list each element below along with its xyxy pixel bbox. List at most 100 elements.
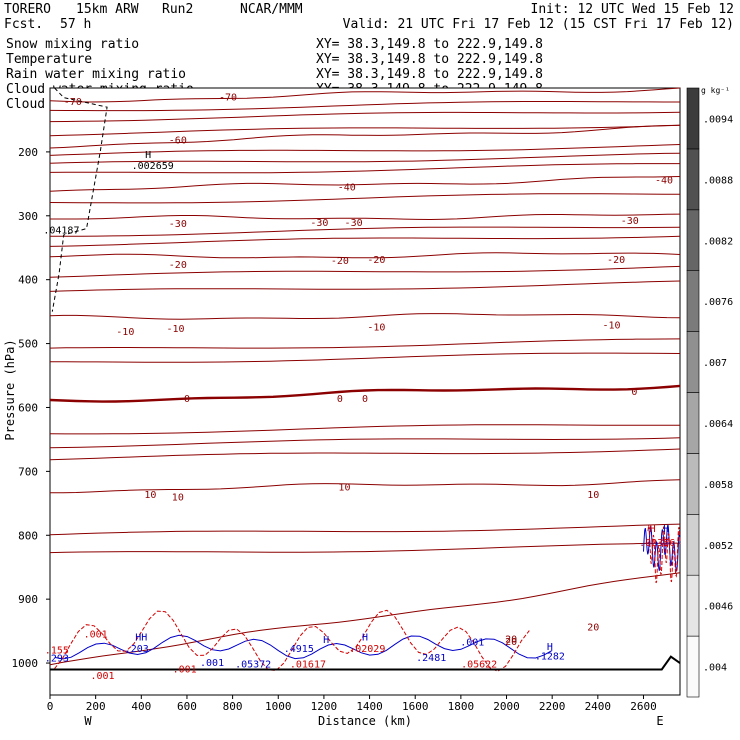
contour-label: 0 [337,394,343,405]
extremum-label: .155 [45,645,69,656]
colorbar-tick-label: .0052 [703,541,733,552]
cloud-water-contour [643,524,681,572]
isotherm-line [49,265,681,278]
y-tick-label: 700 [18,465,38,478]
rain-water-contour [54,609,530,672]
x-tick-label: 1600 [402,700,429,713]
extremum-label: .05372 [235,659,271,670]
y-tick-label: 600 [18,401,38,414]
isotherm-line [49,111,681,123]
field-name: Snow mixing ratio [6,37,139,52]
x-tick-label: 800 [223,700,243,713]
colorbar-tick-label: .007 [703,358,727,369]
snow-contour [51,87,108,312]
model-name: TORERO [4,2,51,17]
isotherm-line [49,424,681,435]
field-name: Temperature [6,52,92,67]
x-tick-label: 200 [86,700,106,713]
colorbar-swatch [686,513,700,576]
run-label: Run2 [162,2,193,17]
extremum-label: .001 [460,638,484,649]
extremum-label: .02029 [349,644,385,655]
contour-label: -20 [367,255,385,266]
extremum-label: .001 [200,658,224,669]
extremum-label: .002659 [132,161,174,172]
extremum-label: H [650,524,656,535]
contour-label: -20 [607,255,625,266]
colorbar-tick-label: .004 [703,663,727,674]
colorbar-tick-label: .0082 [703,236,733,247]
colorbar-tick-label: .0064 [703,419,733,430]
contour-label: -10 [167,324,185,335]
isotherm-line [50,213,681,221]
contour-label: 10 [172,493,184,504]
contour-label: -70 [219,93,237,104]
extremum-label: .001 [90,671,114,682]
isotherm-line [49,124,681,137]
x-tick-label: 2600 [630,700,657,713]
y-tick-label: 300 [18,210,38,223]
contour-label: -30 [310,218,328,229]
colorbar-tick-label: .0058 [703,480,733,491]
contour-label: -70 [64,97,82,108]
colorbar-swatch [686,331,700,393]
isotherm-line [49,163,680,174]
plot-area: -70 -70 -60 -40 -40 -30 -30 -30 -30 -20 -20 -20 -20 -… [3,87,681,728]
x-tick-label: 2400 [585,700,612,713]
contour-label: 0 [184,394,190,405]
y-axis-title: Pressure (hPa) [3,339,17,440]
contour-label: -40 [655,176,673,187]
x-tick-label: 1800 [448,700,475,713]
y-tick-label: 800 [18,529,38,542]
figure-header: TORERO 15km ARW Run2 NCAR/MMM Init: 12 U… [4,2,734,32]
contour-label: -30 [345,218,363,229]
isotherm-line [49,252,681,259]
contour-label: -20 [331,256,349,267]
contour-label: -10 [116,327,134,338]
extremum-label: H [663,524,669,535]
extremum-label: .001 [173,664,197,675]
contour-label: 0 [362,394,368,405]
y-tick-label: 900 [18,593,38,606]
colorbar-swatch [686,209,700,272]
isotherm-line [49,523,681,536]
extremum-label: .4915 [284,644,314,655]
contour-label: 10 [144,490,156,501]
field-xy: XY= 38.3,149.8 to 222.9,149.8 [316,52,543,67]
isotherm-line [49,144,681,156]
x-tick-label: 0 [47,700,54,713]
extremum-label: .02356 [639,538,675,549]
colorbar: .004 .0046 .0052 .0058 .0064 .007 .0076 .0082 .0… [686,86,733,698]
extremum-label: .293 [45,654,69,665]
isotherm-line [49,235,681,247]
isotherm-line [49,101,680,112]
colorbar-swatch [686,635,700,698]
contour-label: -10 [367,323,385,334]
colorbar-swatch [686,148,700,211]
extremum-label: .04187 [43,225,79,236]
y-tick-label: 200 [18,146,38,159]
rain-water-contour [647,525,681,584]
isotherm-line [50,479,681,494]
field-xy: XY= 38.3,149.8 to 222.9,149.8 [316,67,543,82]
colorbar-swatch [686,270,700,332]
extremum-label: 20 [505,634,517,645]
contour-label: -40 [338,183,356,194]
isotherm-line [49,352,681,363]
contour-label: -30 [621,216,639,227]
terrain-line [50,655,681,671]
colorbar-tick-label: .0094 [703,114,733,125]
x-tick-label: 1400 [356,700,383,713]
colorbar-swatch [686,574,700,637]
contour-label: 0 [631,387,637,398]
isotherm-line [49,542,681,554]
forecast-hour: 57 h [60,17,91,32]
organization: NCAR/MMM [240,2,303,17]
extremum-label: .1282 [535,652,565,663]
extremum-label: .05622 [461,659,497,670]
extremum-label: .01617 [290,659,326,670]
x-axis-title: Distance (km) [318,714,412,728]
isotherm-line [49,176,681,192]
contour-label: -60 [169,135,187,146]
